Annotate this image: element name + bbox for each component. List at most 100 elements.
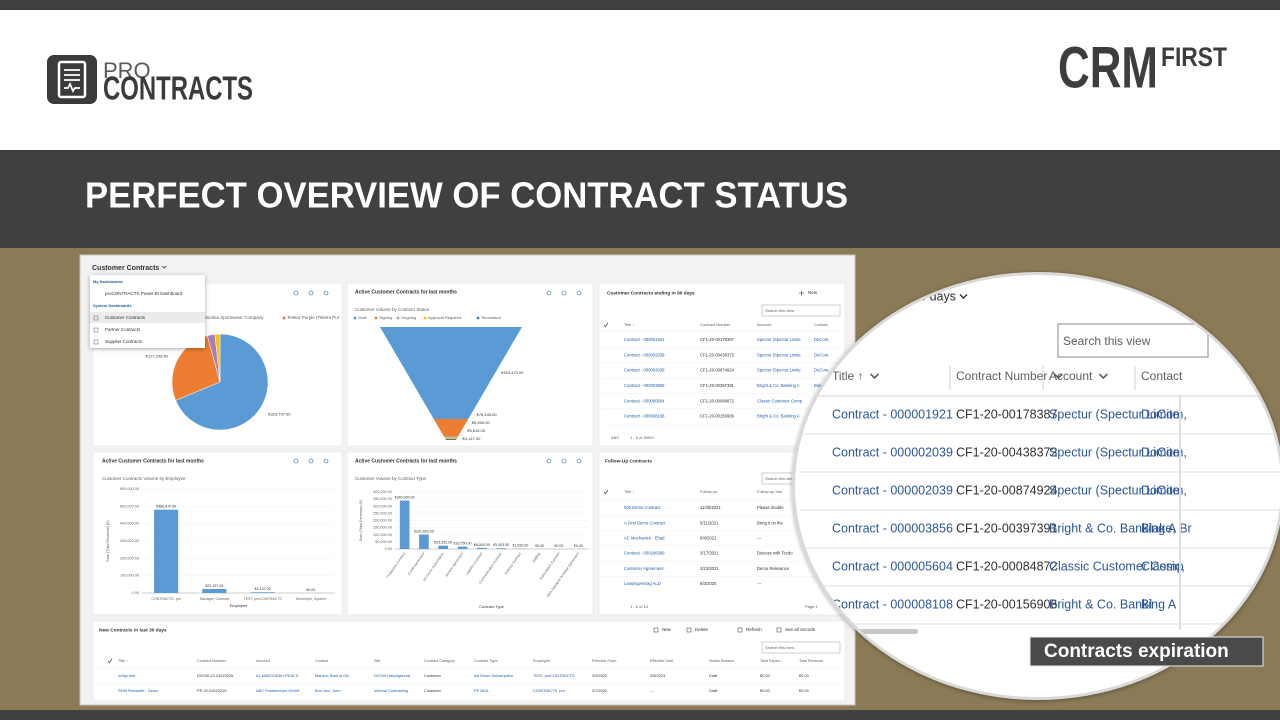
- column-header[interactable]: Total Expen...: [760, 659, 783, 663]
- search-placeholder[interactable]: Search this view: [765, 476, 794, 481]
- cell[interactable]: AC Mechanics - Ehad: [624, 536, 665, 541]
- dashboard-selector[interactable]: Customer Contracts: [92, 265, 159, 272]
- cell[interactable]: AA Demo Subscription: [474, 673, 513, 678]
- cell: 9/3/2020: [700, 581, 717, 586]
- action-button[interactable]: See all records: [785, 627, 816, 632]
- panel-icon: [546, 458, 552, 464]
- magnified-cell[interactable]: Blake, Br: [1141, 521, 1192, 535]
- column-header[interactable]: Total Revenue: [799, 659, 823, 663]
- cell[interactable]: Manzur, Badr al Din: [315, 673, 349, 678]
- cell[interactable]: AL NABOODAH REAL E: [256, 673, 299, 678]
- cell[interactable]: CONTRACTS, pro: [533, 688, 565, 693]
- cell: Bring it on the: [757, 520, 784, 525]
- column-header[interactable]: Account: [757, 322, 772, 327]
- chevron: [162, 265, 167, 269]
- cell[interactable]: Bright & Co. Banking A: [757, 414, 800, 419]
- cell[interactable]: Spectur (Spectur Limite: [757, 352, 801, 357]
- magnified-cell[interactable]: Classic,: [1141, 559, 1185, 573]
- data-label: €127,239.80: [146, 354, 169, 359]
- cell[interactable]: Contract - 000002039: [624, 368, 665, 373]
- magnified-cell[interactable]: Contract - 000005604: [832, 559, 953, 573]
- magnified-cell[interactable]: Contract - 000002039: [832, 445, 953, 459]
- cell[interactable]: TEST, proCONTRACTS: [533, 673, 575, 678]
- column-header[interactable]: Employee: [533, 659, 550, 663]
- column-header[interactable]: Contract Type: [474, 659, 498, 663]
- magnified-cell[interactable]: DoCom,: [1141, 445, 1187, 459]
- column-header[interactable]: Effective Until: [650, 659, 673, 663]
- x-tick-label: Developer, System: [296, 597, 326, 601]
- magnified-cell[interactable]: Bright & Co. Banking A: [1049, 597, 1177, 611]
- cell[interactable]: Spectur (Spectur Limite: [757, 337, 801, 342]
- cell[interactable]: ABC Postservices GmbH: [256, 688, 300, 693]
- column-header[interactable]: Contract Category: [424, 659, 455, 663]
- action-button[interactable]: New: [662, 627, 672, 632]
- cell[interactable]: Bon Jovi, John: [315, 688, 341, 693]
- menu-item[interactable]: proCONTRACTS Power BI Dashboard: [105, 291, 183, 296]
- cell[interactable]: Internal Contracting: [374, 688, 408, 693]
- magnified-column-header[interactable]: Contract Number: [956, 369, 1047, 383]
- cell[interactable]: Leasingvertrag ALD: [624, 581, 661, 586]
- menu-item[interactable]: Supplier Contracts: [105, 339, 143, 344]
- column-header[interactable]: Site: [374, 659, 381, 663]
- column-header[interactable]: Effective From: [592, 659, 616, 663]
- menu-item[interactable]: Partner Contracts: [105, 327, 141, 332]
- column-header[interactable]: Follow-up Info: [757, 489, 783, 494]
- magnified-column-header[interactable]: Contact: [1141, 369, 1183, 383]
- magnified-column-header[interactable]: Account: [1049, 369, 1093, 383]
- column-header[interactable]: Title ↑: [118, 659, 128, 663]
- cell[interactable]: Contract - 000001921: [624, 337, 665, 342]
- cell[interactable]: PP NDA: [474, 688, 489, 693]
- magnified-search[interactable]: Search this view: [1063, 334, 1151, 348]
- magnified-cell[interactable]: Bl: [1141, 597, 1152, 611]
- magnified-cell[interactable]: DoCom,: [1141, 407, 1187, 421]
- cell[interactable]: Spectur (Spectur Limite: [757, 368, 801, 373]
- magnified-cell[interactable]: DoCom,: [1141, 483, 1187, 497]
- legend-label: Terminated: [481, 315, 501, 320]
- column-header[interactable]: Contact: [814, 322, 829, 327]
- column-header[interactable]: Contract Number: [197, 659, 227, 663]
- action-button[interactable]: Refresh: [746, 627, 762, 632]
- column-header[interactable]: Account: [256, 659, 271, 663]
- cell[interactable]: Contract - 000003856: [624, 383, 665, 388]
- cell[interactable]: DoCom,: [814, 352, 829, 357]
- magnified-cell[interactable]: Contract - 000008108: [832, 597, 953, 611]
- cell[interactable]: DVGW Hauptgeschä: [374, 673, 411, 678]
- panel-icon: [576, 290, 582, 296]
- column-header[interactable]: Contract Number: [700, 322, 731, 327]
- cell[interactable]: Contract - 000002039: [624, 352, 665, 357]
- cell[interactable]: Customer Agreement: [624, 566, 664, 571]
- cell[interactable]: Classic Customer Comp: [757, 398, 803, 403]
- search-placeholder[interactable]: Search this view: [765, 645, 794, 650]
- cell[interactable]: Contract - 000005604: [624, 398, 665, 403]
- column-header[interactable]: Status Reason: [709, 659, 734, 663]
- cell[interactable]: 000 Demo Contract: [624, 505, 661, 510]
- cell[interactable]: Contract - 000266589: [624, 551, 665, 556]
- magnified-cell[interactable]: Classic Customer Comp: [1049, 559, 1184, 573]
- magnified-cell[interactable]: Spectur (Spectur Limite: [1049, 407, 1180, 421]
- cell[interactable]: InSky test: [118, 673, 136, 678]
- magnified-cell[interactable]: Spectur (Spectur Limite: [1049, 445, 1180, 459]
- column-header[interactable]: Title ↑: [624, 489, 635, 494]
- magnified-cell[interactable]: Spectur (Spectur Limite: [1049, 483, 1180, 497]
- new-button[interactable]: New: [808, 290, 818, 295]
- cell[interactable]: Bright & Co. Banking A: [757, 383, 800, 388]
- cell[interactable]: Contract - 000008108: [624, 414, 665, 419]
- cell[interactable]: RHM Rohstoffe - Demo: [118, 688, 158, 693]
- cell[interactable]: A First Demo Contract: [624, 520, 666, 525]
- cell[interactable]: DoCom,: [814, 337, 829, 342]
- menu-item[interactable]: Customer Contracts: [105, 315, 146, 320]
- magnified-column-header[interactable]: Title ↑: [832, 369, 864, 383]
- cell: 11/30/2021: [700, 505, 721, 510]
- logo-contracts: CONTRACTS: [103, 70, 253, 107]
- column-header[interactable]: Contact: [315, 659, 329, 663]
- magnified-cell[interactable]: Contract - 000001921: [832, 407, 953, 421]
- cell: 8/4/2021: [700, 536, 717, 541]
- magnified-cell[interactable]: Contract - 000003856: [832, 521, 953, 535]
- cell[interactable]: DoCom,: [814, 368, 829, 373]
- magnified-cell[interactable]: Contract - 000002039: [832, 483, 953, 497]
- action-button[interactable]: Delete: [695, 627, 709, 632]
- column-header[interactable]: Follow-up: [700, 489, 718, 494]
- magnified-cell[interactable]: Bright & Co. Banking A: [1049, 521, 1177, 535]
- search-placeholder[interactable]: Search this view: [765, 308, 794, 313]
- column-header[interactable]: Title ↑: [624, 322, 635, 327]
